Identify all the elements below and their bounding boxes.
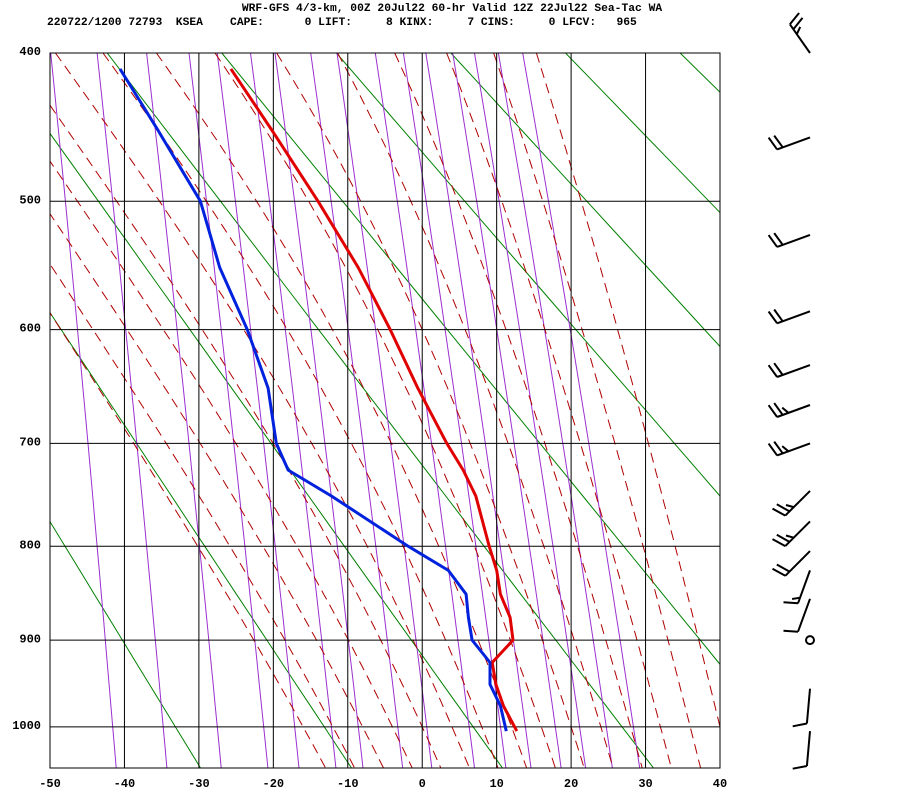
wind-barb xyxy=(792,688,811,728)
wind-barb xyxy=(772,520,811,547)
mixing-ratio-line xyxy=(216,53,300,768)
profile-line xyxy=(118,68,508,732)
wind-barb xyxy=(772,550,811,577)
wind-barb xyxy=(767,308,811,325)
moist-adiabat xyxy=(50,212,384,768)
mixing-ratio-line xyxy=(250,53,337,768)
x-tick-label: -50 xyxy=(39,777,61,791)
wind-barb xyxy=(783,598,811,633)
dry-adiabat xyxy=(450,53,720,348)
profile-line xyxy=(229,68,519,732)
y-tick-label: 1000 xyxy=(12,719,41,733)
moist-adiabat xyxy=(50,263,356,768)
dry-adiabat xyxy=(106,53,654,768)
x-tick-label: 20 xyxy=(564,777,578,791)
x-tick-label: 40 xyxy=(713,777,727,791)
moist-adiabat xyxy=(535,53,720,730)
y-tick-label: 600 xyxy=(19,322,41,336)
wind-barb xyxy=(772,490,811,517)
moist-adiabat xyxy=(493,53,702,768)
mixing-ratio-line xyxy=(310,53,404,768)
mixing-ratio-line xyxy=(425,53,532,768)
x-tick-label: 10 xyxy=(489,777,503,791)
x-tick-label: 30 xyxy=(638,777,652,791)
y-tick-label: 700 xyxy=(19,436,41,450)
moist-adiabat xyxy=(50,104,442,768)
wind-barb xyxy=(767,402,811,418)
x-tick-label: -30 xyxy=(188,777,210,791)
mixing-ratio-line xyxy=(497,53,613,768)
wind-barb xyxy=(767,135,811,151)
mixing-ratio-line xyxy=(96,53,168,768)
dry-adiabat xyxy=(50,767,51,768)
dry-adiabat xyxy=(50,520,201,768)
moist-adiabat xyxy=(446,53,672,768)
dry-adiabat xyxy=(50,311,352,768)
moist-adiabat xyxy=(394,53,643,768)
moist-adiabat xyxy=(337,53,614,768)
wind-calm xyxy=(805,635,815,646)
mixing-ratio-line xyxy=(474,53,587,768)
wind-barb xyxy=(767,232,811,248)
wind-barb xyxy=(767,441,811,457)
mixing-ratio-line xyxy=(452,53,562,768)
mixing-ratio-line xyxy=(50,53,117,768)
y-tick-label: 500 xyxy=(19,193,41,207)
reference-lines xyxy=(50,53,900,768)
dry-adiabat xyxy=(221,53,720,666)
wind-barb xyxy=(767,362,811,378)
mixing-ratio-line xyxy=(274,53,364,768)
moist-adiabat xyxy=(155,53,528,768)
x-tick-label: -20 xyxy=(263,777,285,791)
x-tick-label: -10 xyxy=(337,777,359,791)
dry-adiabat xyxy=(679,53,720,93)
mixing-ratio-line xyxy=(146,53,222,768)
moist-adiabat xyxy=(276,53,585,768)
chart-subtitle: 220722/1200 72793 KSEA CAPE: 0 LIFT: 8 K… xyxy=(47,17,637,29)
chart-title: WRF-GFS 4/3-km, 00Z 20Jul22 60-hr Valid … xyxy=(242,3,663,15)
y-tick-label: 900 xyxy=(19,632,41,646)
dry-adiabat xyxy=(336,53,720,497)
moist-adiabat xyxy=(102,53,499,768)
mixing-ratio-line xyxy=(374,53,475,768)
mixing-ratio-line xyxy=(336,53,433,768)
x-tick-label: -40 xyxy=(114,777,136,791)
dry-adiabat xyxy=(795,53,900,768)
moist-adiabat xyxy=(50,311,327,768)
wind-barb xyxy=(783,570,811,605)
y-tick-label: 800 xyxy=(19,538,41,552)
plot-frame xyxy=(49,52,721,769)
dry-adiabat xyxy=(565,53,720,214)
moist-adiabat xyxy=(54,53,470,768)
mixing-ratio-line xyxy=(188,53,269,768)
mixing-ratio-line xyxy=(522,53,641,768)
moist-adiabat xyxy=(50,160,413,768)
y-tick-label: 400 xyxy=(19,45,41,59)
x-tick-label: 0 xyxy=(419,777,426,791)
wind-barb xyxy=(789,12,811,54)
wind-barb xyxy=(792,731,811,770)
